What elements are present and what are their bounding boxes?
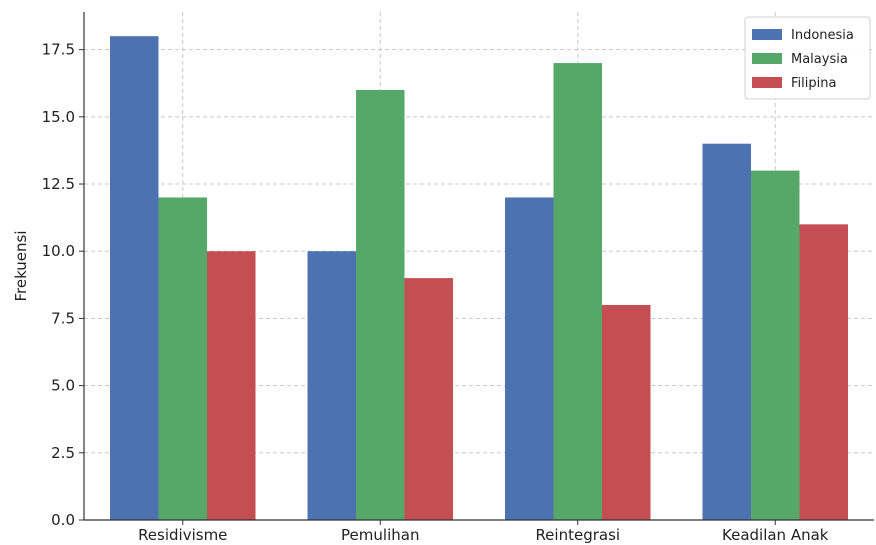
bars-group — [110, 36, 848, 521]
legend-label-malaysia: Malaysia — [791, 52, 848, 67]
bar-malaysia-pemulihan — [356, 89, 405, 521]
legend-label-filipina: Filipina — [791, 76, 836, 91]
y-tick-label: 0.0 — [51, 511, 75, 529]
bar-malaysia-reintegrasi — [553, 63, 602, 520]
x-tick-label: Keadilan Anak — [722, 526, 829, 544]
y-tick-label: 2.5 — [51, 444, 75, 462]
bar-indonesia-residivisme — [110, 36, 159, 520]
x-tick-label: Residivisme — [138, 526, 227, 544]
y-tick-label: 17.5 — [42, 41, 75, 59]
bar-malaysia-residivisme — [158, 197, 207, 520]
y-tick-label: 12.5 — [42, 175, 75, 193]
x-tick-label: Reintegrasi — [535, 526, 620, 544]
legend-swatch-indonesia — [752, 29, 782, 40]
bar-indonesia-reintegrasi — [505, 197, 554, 520]
bar-filipina-pemulihan — [404, 278, 453, 520]
axes — [83, 12, 874, 521]
bar-indonesia-pemulihan — [307, 251, 356, 521]
x-tick-labels: Residivisme Pemulihan Reintegrasi Keadilan … — [138, 520, 829, 544]
legend-swatch-filipina — [752, 77, 782, 88]
y-tick-labels: 0.0 2.5 5.0 7.5 10.0 12.5 15.0 17.5 — [42, 41, 84, 529]
legend-label-indonesia: Indonesia — [791, 28, 854, 43]
bar-malaysia-keadilan-anak — [751, 170, 800, 520]
legend-swatch-malaysia — [752, 53, 782, 64]
y-tick-label: 15.0 — [42, 108, 75, 126]
bar-filipina-residivisme — [207, 251, 256, 521]
y-tick-label: 5.0 — [51, 377, 75, 395]
y-axis-label: Frekuensi — [12, 230, 30, 301]
y-tick-label: 10.0 — [42, 242, 75, 260]
bar-indonesia-keadilan-anak — [702, 143, 751, 520]
bar-filipina-reintegrasi — [602, 304, 651, 520]
legend: Indonesia Malaysia Filipina — [744, 16, 871, 100]
y-tick-label: 7.5 — [51, 309, 75, 327]
x-tick-label: Pemulihan — [341, 526, 419, 544]
bar-filipina-keadilan-anak — [799, 224, 848, 520]
